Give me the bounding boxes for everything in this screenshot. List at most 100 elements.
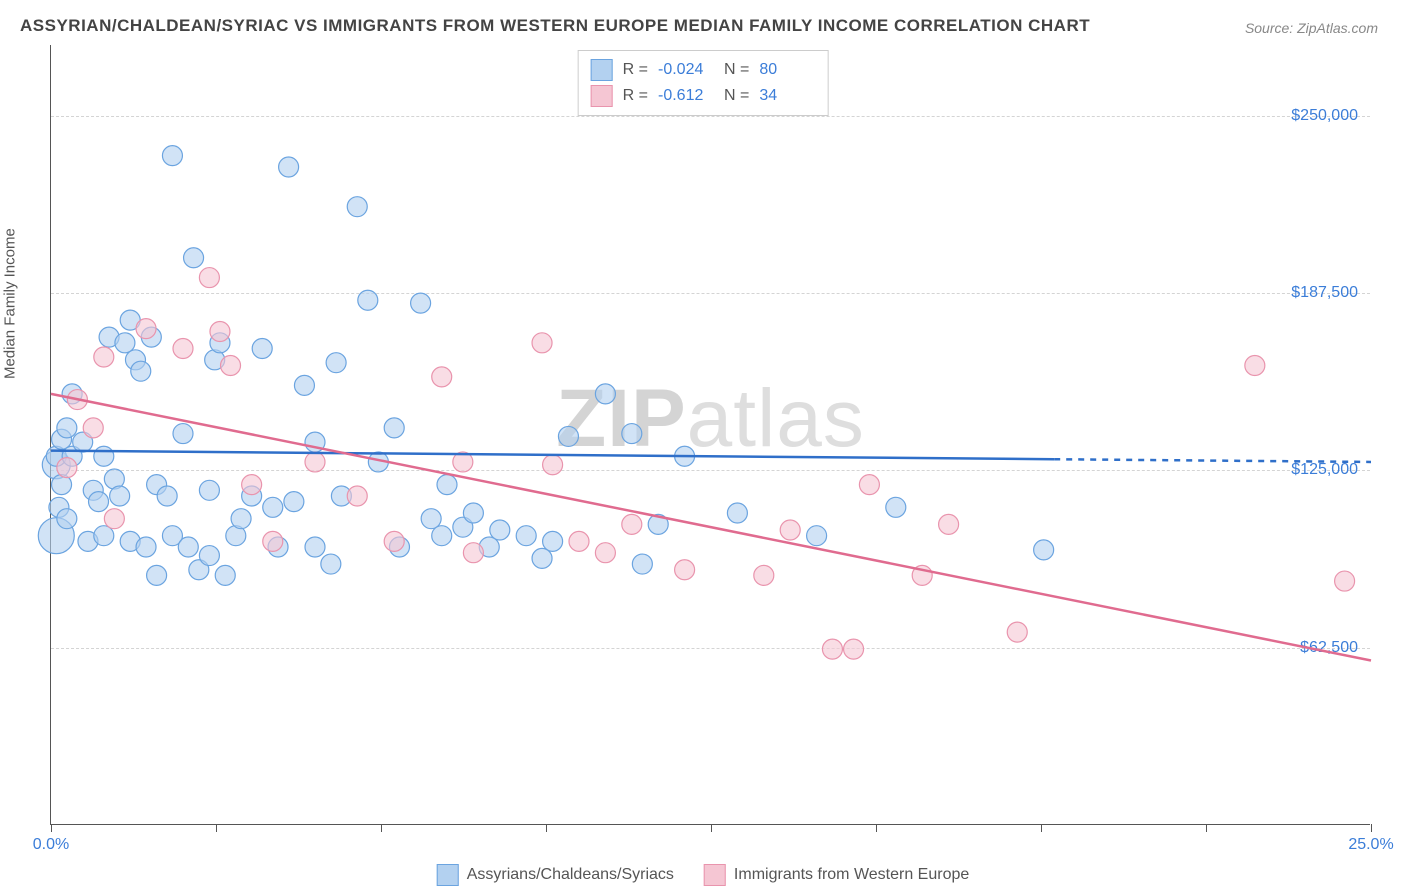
scatter-point-assyrians [622, 424, 642, 444]
stat-r-label: R = [623, 87, 648, 105]
regression-line-dashed-assyrians [1054, 459, 1371, 462]
scatter-point-western_europe [859, 475, 879, 495]
x-tick [711, 824, 712, 832]
stat-r-value: -0.024 [658, 61, 714, 79]
legend-swatch-icon [591, 85, 613, 107]
scatter-point-western_europe [305, 452, 325, 472]
scatter-point-assyrians [199, 546, 219, 566]
legend-item-western_europe: Immigrants from Western Europe [704, 864, 969, 886]
scatter-point-western_europe [210, 321, 230, 341]
stat-r-label: R = [623, 61, 648, 79]
scatter-point-assyrians [532, 548, 552, 568]
scatter-point-assyrians [411, 293, 431, 313]
stat-r-value: -0.612 [658, 87, 714, 105]
x-tick-label-max: 25.0% [1348, 836, 1393, 854]
scatter-point-assyrians [421, 509, 441, 529]
scatter-point-assyrians [89, 492, 109, 512]
x-tick [1041, 824, 1042, 832]
scatter-point-western_europe [675, 560, 695, 580]
scatter-point-western_europe [242, 475, 262, 495]
scatter-point-assyrians [358, 290, 378, 310]
x-tick [1371, 824, 1372, 832]
x-tick [51, 824, 52, 832]
scatter-point-assyrians [463, 503, 483, 523]
scatter-point-assyrians [184, 248, 204, 268]
correlation-legend-row-assyrians: R = -0.024 N = 80 [591, 57, 816, 83]
scatter-point-western_europe [1007, 622, 1027, 642]
scatter-point-western_europe [569, 531, 589, 551]
scatter-point-western_europe [173, 338, 193, 358]
scatter-point-assyrians [347, 197, 367, 217]
scatter-point-western_europe [780, 520, 800, 540]
scatter-point-assyrians [437, 475, 457, 495]
series-legend: Assyrians/Chaldeans/Syriacs Immigrants fr… [437, 864, 970, 886]
scatter-point-assyrians [147, 565, 167, 585]
correlation-legend: R =-0.024N =80R =-0.612N =34 [578, 50, 829, 116]
scatter-point-western_europe [347, 486, 367, 506]
legend-swatch-icon [591, 59, 613, 81]
correlation-legend-row-western_europe: R =-0.612N =34 [591, 83, 816, 109]
scatter-point-assyrians [490, 520, 510, 540]
scatter-point-assyrians [94, 446, 114, 466]
scatter-point-western_europe [104, 509, 124, 529]
scatter-point-assyrians [516, 526, 536, 546]
scatter-point-western_europe [1335, 571, 1355, 591]
scatter-point-assyrians [263, 497, 283, 517]
regression-line-western_europe [51, 394, 1371, 661]
scatter-point-western_europe [543, 455, 563, 475]
scatter-point-western_europe [939, 514, 959, 534]
stat-n-label: N = [724, 61, 749, 79]
scatter-point-western_europe [1245, 356, 1265, 376]
scatter-point-assyrians [94, 526, 114, 546]
scatter-point-assyrians [178, 537, 198, 557]
scatter-point-western_europe [822, 639, 842, 659]
plot-area: ZIPatlas $62,500$125,000$187,500$250,000… [50, 45, 1370, 825]
chart-title: ASSYRIAN/CHALDEAN/SYRIAC VS IMMIGRANTS F… [20, 16, 1090, 36]
x-tick-label-min: 0.0% [33, 836, 69, 854]
scatter-point-assyrians [231, 509, 251, 529]
legend-swatch-icon [437, 864, 459, 886]
scatter-point-assyrians [157, 486, 177, 506]
scatter-point-assyrians [305, 537, 325, 557]
scatter-point-assyrians [321, 554, 341, 574]
scatter-point-western_europe [432, 367, 452, 387]
scatter-point-western_europe [94, 347, 114, 367]
scatter-point-assyrians [284, 492, 304, 512]
scatter-point-assyrians [558, 426, 578, 446]
legend-label: Assyrians/Chaldeans/Syriacs [467, 866, 674, 884]
stat-n-value: 80 [759, 61, 815, 79]
chart-container: ASSYRIAN/CHALDEAN/SYRIAC VS IMMIGRANTS F… [0, 0, 1406, 892]
scatter-point-assyrians [727, 503, 747, 523]
scatter-point-assyrians [162, 146, 182, 166]
legend-swatch-icon [704, 864, 726, 886]
scatter-point-assyrians [199, 480, 219, 500]
x-tick [1206, 824, 1207, 832]
scatter-point-assyrians [110, 486, 130, 506]
scatter-point-assyrians [326, 353, 346, 373]
scatter-point-western_europe [754, 565, 774, 585]
scatter-point-assyrians [57, 418, 77, 438]
plot-svg [51, 45, 1370, 824]
x-tick [216, 824, 217, 832]
source-name: ZipAtlas.com [1297, 20, 1378, 36]
scatter-point-western_europe [83, 418, 103, 438]
scatter-point-western_europe [384, 531, 404, 551]
scatter-point-assyrians [886, 497, 906, 517]
scatter-point-assyrians [115, 333, 135, 353]
scatter-point-western_europe [136, 319, 156, 339]
y-axis-label: Median Family Income [2, 228, 19, 379]
scatter-point-assyrians [215, 565, 235, 585]
scatter-point-western_europe [221, 356, 241, 376]
stat-n-value: 34 [759, 87, 815, 105]
scatter-point-assyrians [384, 418, 404, 438]
x-tick [876, 824, 877, 832]
x-tick [546, 824, 547, 832]
scatter-point-western_europe [263, 531, 283, 551]
scatter-point-assyrians [57, 509, 77, 529]
scatter-point-assyrians [279, 157, 299, 177]
scatter-point-assyrians [136, 537, 156, 557]
scatter-point-assyrians [1034, 540, 1054, 560]
source-prefix: Source: [1245, 20, 1297, 36]
scatter-point-western_europe [199, 268, 219, 288]
scatter-point-assyrians [294, 375, 314, 395]
